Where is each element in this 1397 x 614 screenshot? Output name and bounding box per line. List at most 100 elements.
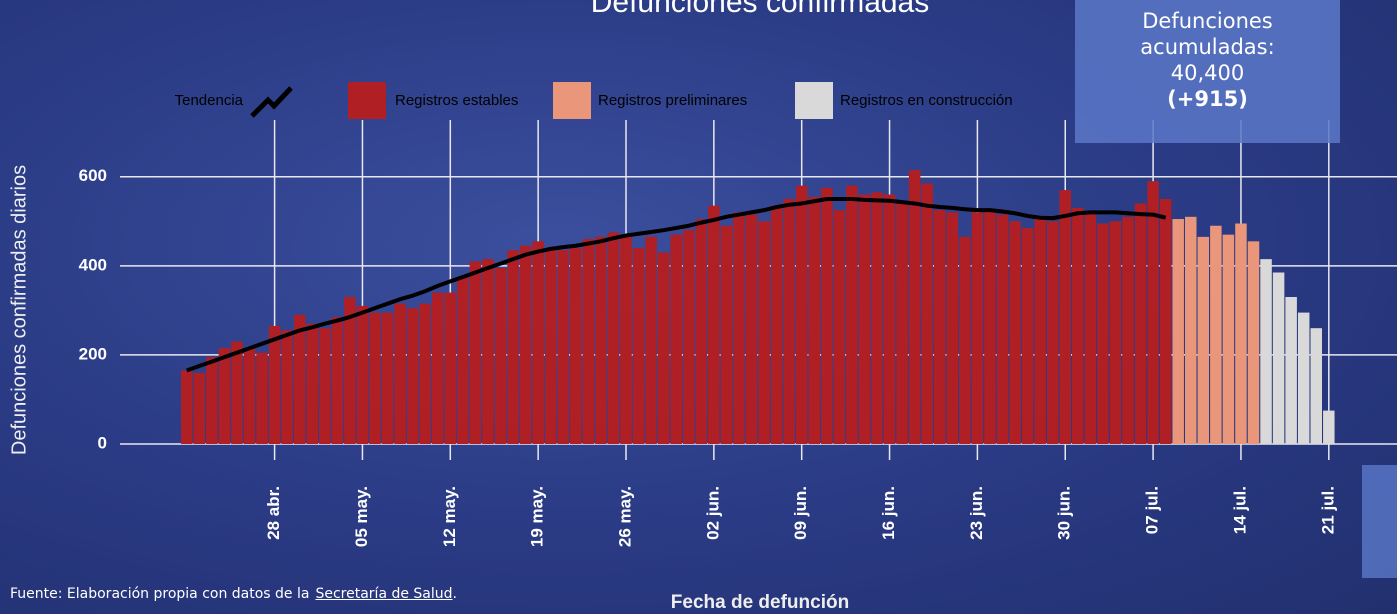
x-tick-label: 21 jul. xyxy=(1318,486,1337,534)
bar xyxy=(733,212,745,444)
bar xyxy=(771,206,783,444)
bar xyxy=(445,293,457,444)
x-tick-label: 16 jun. xyxy=(879,486,898,540)
bar xyxy=(633,248,645,444)
bar xyxy=(796,186,808,444)
bar xyxy=(482,259,494,444)
bar xyxy=(859,195,871,444)
bar xyxy=(1110,221,1122,444)
bar xyxy=(1034,219,1046,444)
bar xyxy=(972,212,984,444)
bar xyxy=(369,313,381,444)
y-tick-label: 0 xyxy=(98,433,107,452)
bar xyxy=(959,237,971,444)
x-tick-label: 14 jul. xyxy=(1230,486,1249,534)
chart-title: Defunciones confirmadas xyxy=(591,0,930,19)
legend-label: Registros estables xyxy=(395,92,518,109)
bar xyxy=(984,210,996,444)
bar xyxy=(1285,297,1297,444)
bar xyxy=(394,304,406,444)
legend-label: Tendencia xyxy=(175,92,244,109)
bar xyxy=(708,206,720,444)
bar xyxy=(947,212,959,444)
bar xyxy=(269,326,281,444)
bar xyxy=(558,250,570,444)
bar xyxy=(721,226,733,444)
bar xyxy=(1047,221,1059,444)
bar xyxy=(846,186,858,444)
x-tick-label: 09 jun. xyxy=(791,486,810,540)
bar xyxy=(407,308,419,444)
bar xyxy=(1160,199,1172,444)
bar xyxy=(934,210,946,444)
source-link[interactable]: Secretaría de Salud xyxy=(315,586,452,602)
source-end: . xyxy=(453,586,457,602)
bar xyxy=(1147,181,1159,444)
bar xyxy=(332,317,344,444)
bar xyxy=(1022,228,1034,444)
bar xyxy=(319,328,331,444)
bar xyxy=(896,203,908,444)
bar xyxy=(545,248,557,444)
x-tick-label: 02 jun. xyxy=(703,486,722,540)
bar xyxy=(419,304,431,444)
bar xyxy=(470,261,482,444)
bar xyxy=(231,342,243,444)
bar xyxy=(206,357,218,444)
bar xyxy=(1323,411,1335,444)
bar xyxy=(1009,221,1021,444)
bar xyxy=(1198,237,1210,444)
x-tick-label: 07 jul. xyxy=(1143,486,1162,534)
bar xyxy=(909,170,921,444)
bar xyxy=(520,246,532,444)
source: Fuente: Elaboración propia con datos de … xyxy=(10,586,457,602)
legend-swatch xyxy=(553,82,591,119)
bar xyxy=(570,248,582,444)
legend-label: Registros preliminares xyxy=(598,92,747,109)
x-axis-label: Fecha de defunción xyxy=(671,592,849,613)
bar xyxy=(1210,226,1222,444)
x-tick-label: 19 may. xyxy=(528,486,547,547)
bar xyxy=(758,221,770,444)
bar xyxy=(382,313,394,444)
bar xyxy=(645,237,657,444)
summary-label: Defunciones acumuladas: xyxy=(1075,8,1340,60)
bar xyxy=(244,348,256,444)
x-tick-label: 12 may. xyxy=(440,486,459,547)
page: Defunciones confirmadas Defunciones conf… xyxy=(0,0,1397,614)
legend-swatch xyxy=(348,82,386,119)
bar xyxy=(809,197,821,444)
bar xyxy=(1248,241,1260,444)
bar xyxy=(1172,219,1184,444)
bar xyxy=(595,237,607,444)
bar xyxy=(746,215,758,444)
bar xyxy=(281,330,293,444)
bar xyxy=(871,192,883,444)
bar xyxy=(583,239,595,444)
bar xyxy=(1085,212,1097,444)
source-text: Fuente: Elaboración propia con datos de … xyxy=(10,586,309,602)
y-axis-label: Defunciones confirmadas diarios xyxy=(8,165,30,455)
summary-change: (+915) xyxy=(1075,86,1340,112)
bar xyxy=(921,183,933,444)
bar xyxy=(670,235,682,444)
legend-line-icon xyxy=(252,88,291,116)
x-tick-label: 05 may. xyxy=(352,486,371,547)
bar xyxy=(294,315,306,444)
x-tick-label: 28 abr. xyxy=(264,486,283,540)
bar xyxy=(1135,203,1147,444)
bar xyxy=(1298,313,1310,444)
bar xyxy=(658,252,670,444)
bar xyxy=(1060,190,1072,444)
bar xyxy=(507,250,519,444)
bar xyxy=(307,324,319,444)
summary-box: Defunciones acumuladas: 40,400 (+915) xyxy=(1075,0,1340,143)
bar xyxy=(821,188,833,444)
bar xyxy=(834,210,846,444)
bar xyxy=(256,353,268,444)
bar xyxy=(1311,328,1323,444)
bar xyxy=(357,306,369,444)
bar xyxy=(432,293,444,444)
bar xyxy=(219,348,231,444)
bar xyxy=(1072,208,1084,444)
